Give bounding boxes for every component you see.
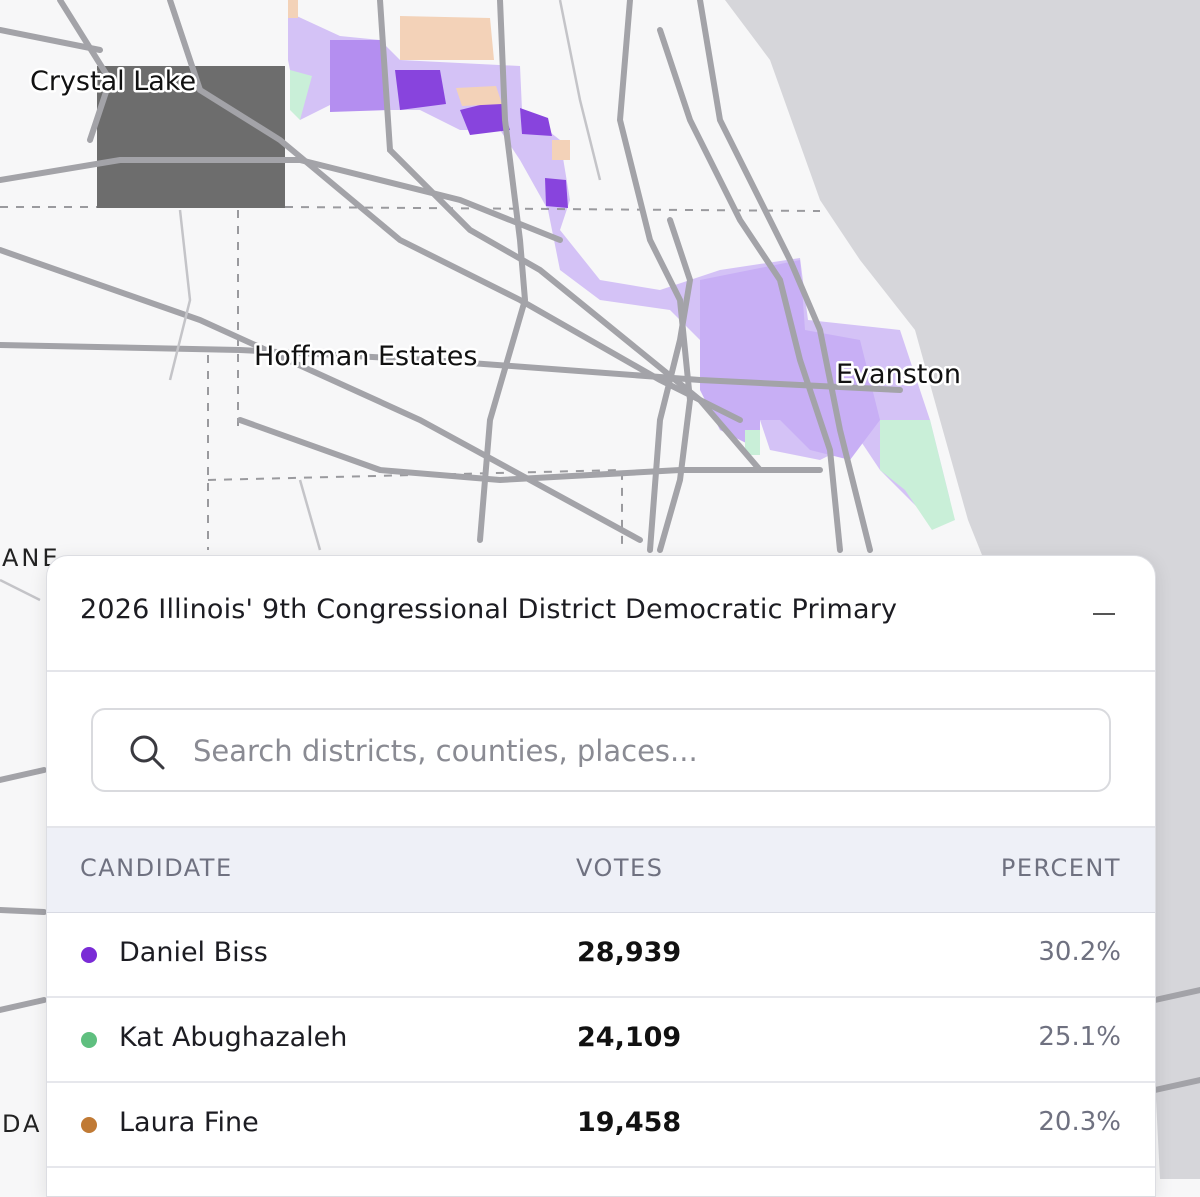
results-table-header: CANDIDATE VOTES PERCENT: [47, 826, 1155, 915]
candidate-color-dot: [81, 1032, 97, 1048]
table-row[interactable]: Daniel Biss 28,939 30.2%: [47, 913, 1155, 998]
label-evanston: Evanston: [836, 359, 961, 390]
table-row[interactable]: Laura Fine 19,458 20.3%: [47, 1083, 1155, 1168]
candidate-votes: 19,458: [577, 1107, 682, 1138]
candidate-votes: 28,939: [577, 937, 682, 968]
candidate-votes: 24,109: [577, 1022, 682, 1053]
candidate-color-dot: [81, 1117, 97, 1133]
race-title: 2026 Illinois' 9th Congressional Distric…: [80, 594, 898, 625]
road-network: [0, 0, 1200, 1093]
column-votes[interactable]: VOTES: [576, 854, 664, 882]
label-edge-da: DA: [2, 1110, 42, 1138]
search-icon: [130, 735, 165, 770]
column-percent[interactable]: PERCENT: [1000, 854, 1121, 882]
lake-michigan: [725, 0, 1200, 1179]
candidate-name: Kat Abughazaleh: [119, 1022, 348, 1053]
panel-header: 2026 Illinois' 9th Congressional Distric…: [47, 556, 1155, 672]
candidate-percent: 25.1%: [1038, 1022, 1121, 1052]
road-network-thin: [0, 0, 602, 602]
no-data-area: [97, 66, 285, 208]
search-section: [47, 672, 1155, 792]
label-hoffman-estates: Hoffman Estates: [254, 341, 478, 372]
label-crystal-lake: Crystal Lake: [30, 66, 196, 97]
candidate-percent: 30.2%: [1038, 937, 1121, 967]
candidate-percent: 20.3%: [1038, 1107, 1121, 1137]
column-candidate[interactable]: CANDIDATE: [80, 854, 233, 882]
county-boundaries: [0, 206, 821, 550]
candidate-name: Laura Fine: [119, 1107, 259, 1138]
search-box[interactable]: [91, 708, 1111, 792]
results-panel: 2026 Illinois' 9th Congressional Distric…: [46, 555, 1156, 1197]
candidate-color-dot: [81, 947, 97, 963]
candidate-name: Daniel Biss: [119, 937, 268, 968]
collapse-button[interactable]: [1087, 596, 1121, 630]
results-rows: Daniel Biss 28,939 30.2% Kat Abughazaleh…: [47, 913, 1155, 1168]
search-input[interactable]: [191, 726, 1075, 776]
table-row[interactable]: Kat Abughazaleh 24,109 25.1%: [47, 998, 1155, 1083]
